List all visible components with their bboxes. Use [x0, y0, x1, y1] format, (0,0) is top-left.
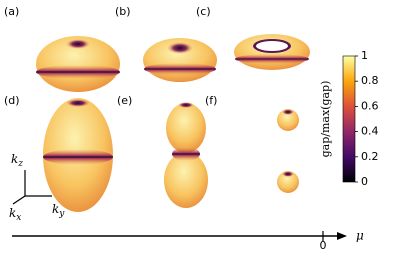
colorbar-tick-label: 0.4 [361, 125, 379, 138]
colorbar-label: gap/max(gap) [319, 81, 332, 158]
surface-d [43, 98, 113, 212]
colorbar-tick-label: 0.8 [361, 74, 379, 87]
colorbar-tick-label: 1 [361, 49, 368, 62]
panel-label: (e) [117, 94, 132, 107]
panel-label: (d) [4, 94, 20, 107]
zero-label: 0 [320, 239, 327, 252]
colorbar: gap/max(gap) 0 0.2 0.4 0.6 0.8 1 [319, 49, 379, 188]
colorbar-gradient [342, 55, 356, 183]
panel-label: (c) [196, 5, 211, 18]
colorbar-tick-label: 0.6 [361, 99, 379, 112]
surface-a [36, 36, 120, 92]
panel-labels: (a) (b) (c) (d) (e) (f) [4, 5, 217, 107]
panel-label: (b) [115, 5, 131, 18]
subscript: y [58, 209, 65, 219]
symbol: k [11, 152, 18, 166]
surface-e [164, 102, 208, 208]
colorbar-tick-label: 0 [361, 175, 368, 188]
symbol: k [9, 206, 16, 220]
subscript: x [16, 213, 21, 223]
subscript: z [17, 159, 23, 169]
momentum-triad [12, 170, 52, 205]
surface-f [277, 109, 299, 193]
surface-c [234, 34, 310, 70]
kx-label: kx [9, 206, 21, 223]
surface-b [143, 38, 217, 82]
colorbar-tick-label: 0.2 [361, 150, 379, 163]
mu-axis: 0 μ [12, 229, 364, 252]
mu-label: μ [356, 229, 364, 243]
panel-label: (f) [205, 94, 217, 107]
symbol: k [52, 202, 59, 216]
kz-label: kz [11, 152, 23, 169]
ky-label: ky [52, 202, 65, 219]
panel-label: (a) [4, 5, 19, 18]
